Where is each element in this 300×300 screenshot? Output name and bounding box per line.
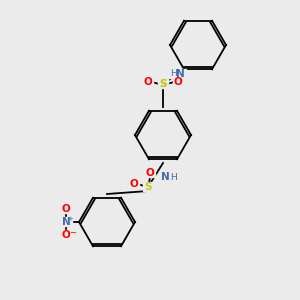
Text: H: H <box>170 69 177 78</box>
Bar <box>173 77 183 86</box>
Text: S: S <box>159 79 167 89</box>
Bar <box>61 204 71 213</box>
Text: N: N <box>176 69 185 79</box>
Bar <box>145 168 155 177</box>
Bar <box>158 79 168 88</box>
Bar <box>158 172 178 181</box>
Text: S: S <box>159 79 167 89</box>
Text: N: N <box>161 172 170 182</box>
Text: O: O <box>61 204 70 214</box>
Text: S: S <box>144 182 152 192</box>
Bar <box>129 179 139 188</box>
Text: N: N <box>61 217 70 227</box>
Bar <box>143 77 153 86</box>
Text: +: + <box>67 216 73 222</box>
Text: O: O <box>130 179 138 189</box>
Text: O: O <box>61 230 70 240</box>
Text: O: O <box>146 168 154 178</box>
Bar <box>60 217 72 226</box>
Text: O: O <box>174 77 182 87</box>
Text: H: H <box>170 172 177 182</box>
Text: O: O <box>144 77 152 87</box>
Text: −: − <box>70 229 76 238</box>
Bar <box>143 182 153 191</box>
Bar <box>166 69 185 78</box>
Bar <box>61 230 75 239</box>
